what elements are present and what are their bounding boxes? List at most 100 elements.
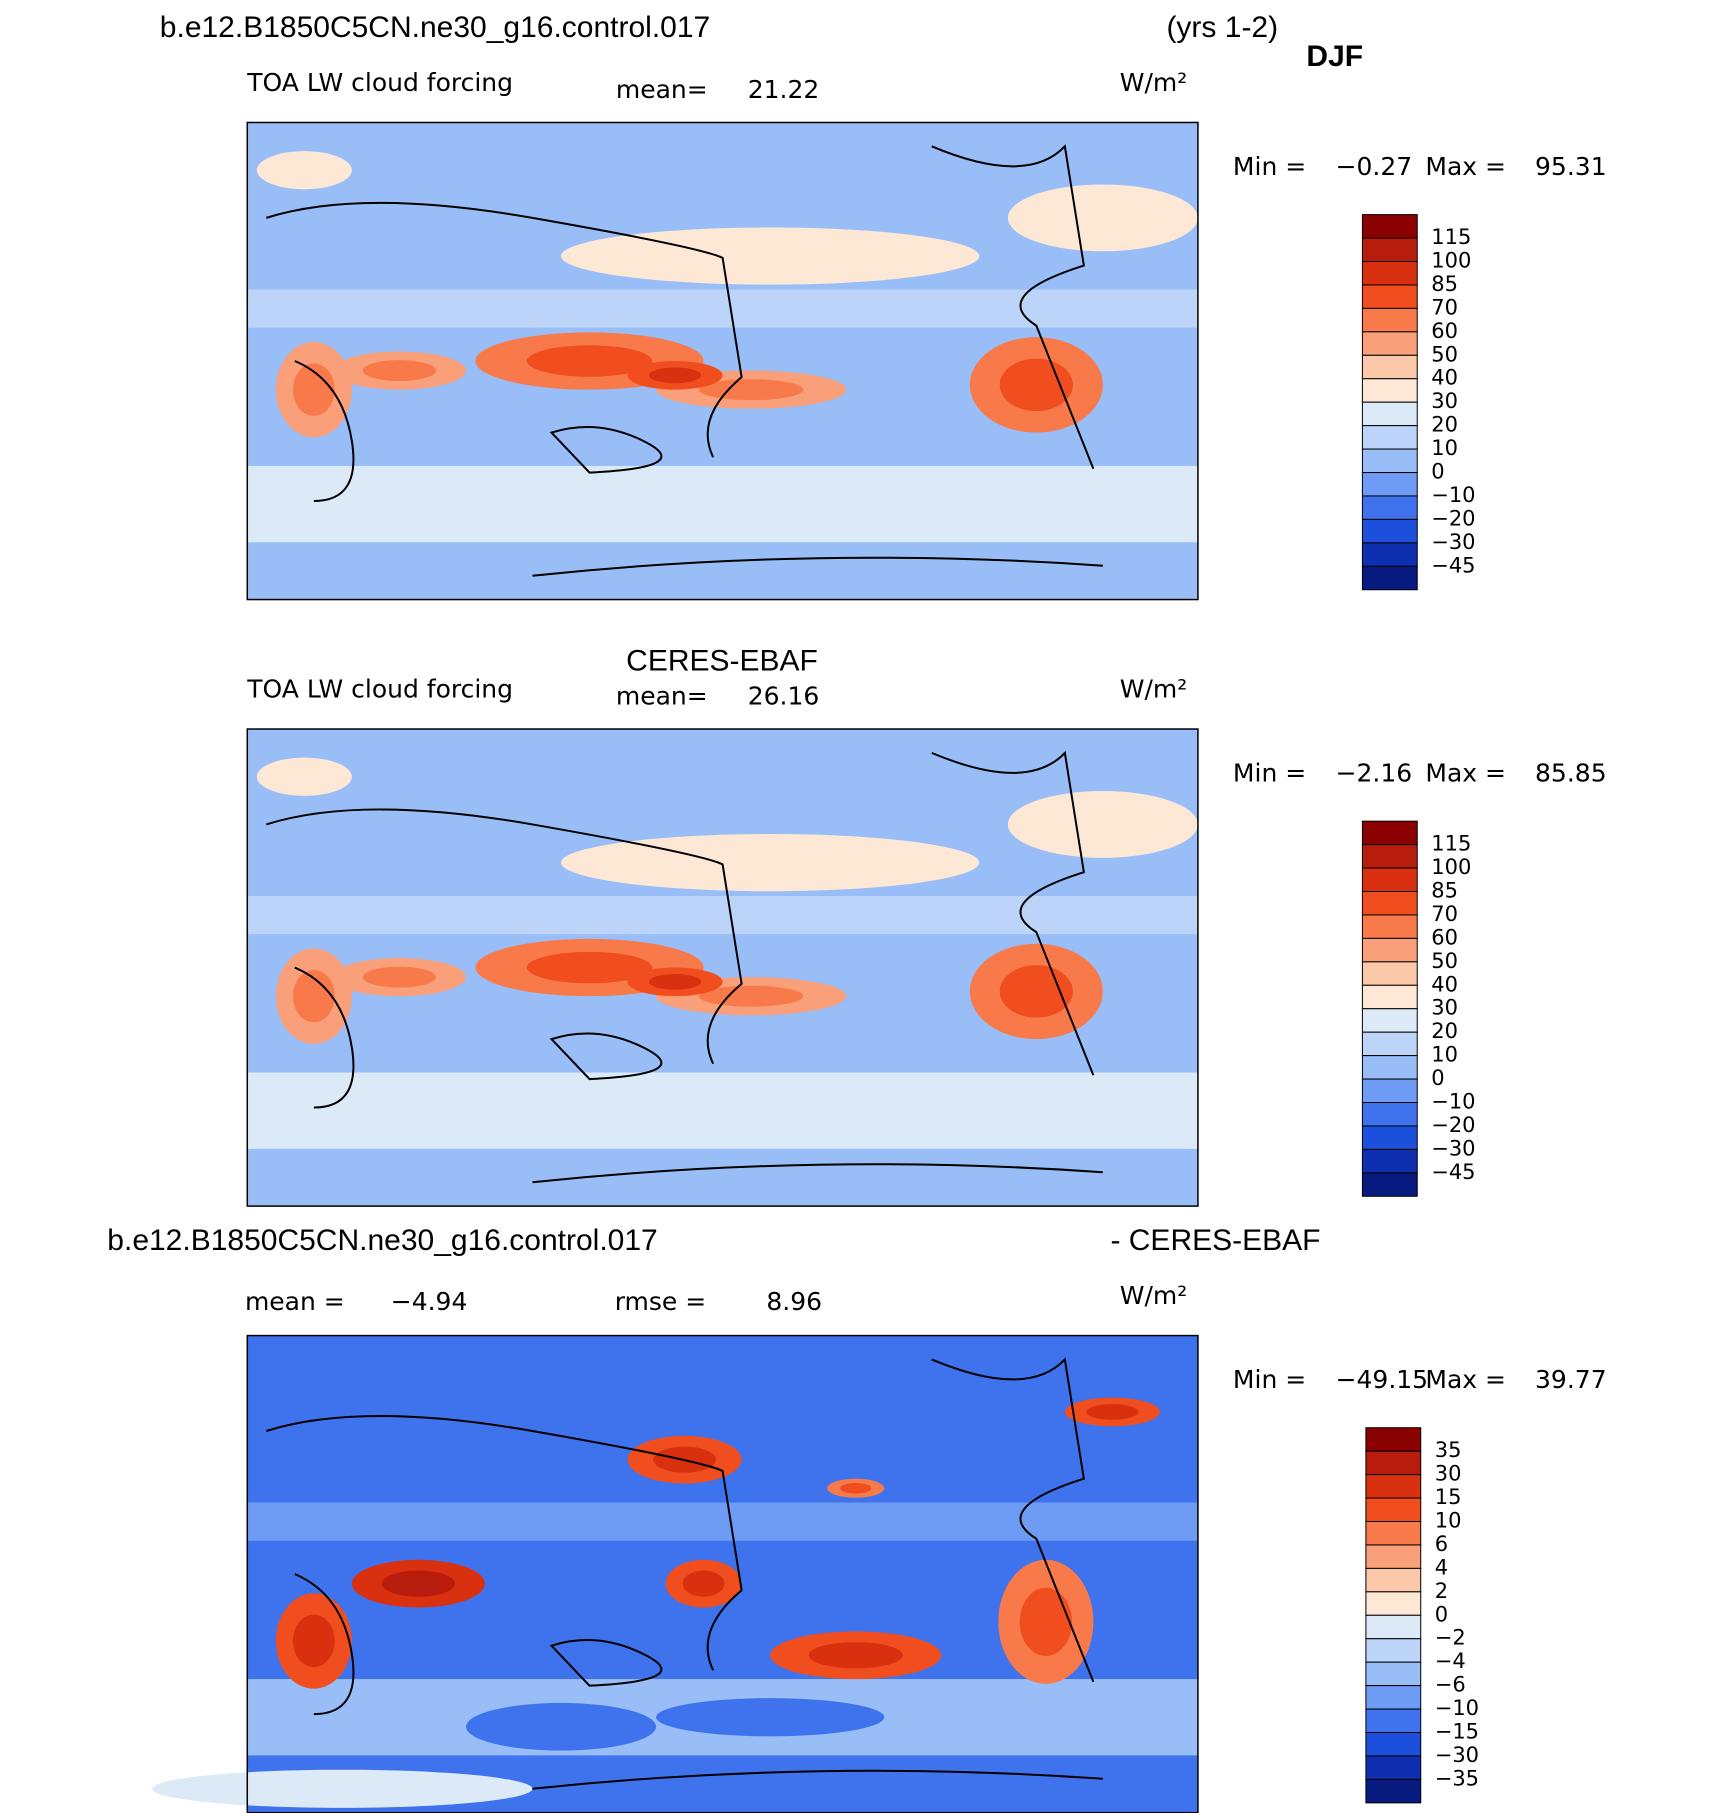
- colorbar-box: [1361, 1078, 1418, 1104]
- colorbar-label: −10: [1431, 483, 1475, 507]
- colorbar-box: [1361, 820, 1418, 846]
- map: [152, 1334, 1199, 1813]
- mean: −4.94: [391, 1287, 468, 1316]
- colorbar-box: [1361, 1172, 1418, 1197]
- min-label: Min =: [1233, 152, 1306, 181]
- colorbar-box: [1361, 914, 1418, 939]
- colorbar-label: −30: [1431, 1136, 1475, 1160]
- max: 39.77: [1535, 1365, 1607, 1394]
- colorbar-label: 115: [1431, 225, 1471, 249]
- min: −2.16: [1336, 759, 1413, 788]
- colorbar-label: 50: [1431, 949, 1458, 973]
- colorbar-box: [1361, 844, 1418, 869]
- map: [246, 121, 1199, 601]
- colorbar-box: [1361, 937, 1418, 963]
- units: W/m²: [1120, 675, 1188, 704]
- coastline: [265, 750, 1103, 1184]
- min-label: Min =: [1233, 759, 1306, 788]
- coastline: [265, 1357, 1103, 1790]
- colorbar-box: [1361, 237, 1418, 263]
- colorbar-label: −15: [1435, 1720, 1479, 1744]
- colorbar-box: [1365, 1638, 1422, 1663]
- colorbar-box: [1361, 472, 1418, 497]
- mean-label: mean =: [245, 1287, 345, 1316]
- map-region: [808, 1642, 903, 1669]
- panel-title: CERES-EBAF: [626, 644, 818, 677]
- max-label: Max =: [1425, 152, 1506, 181]
- colorbar-label: 50: [1431, 342, 1458, 366]
- colorbar-label: 100: [1431, 855, 1471, 879]
- colorbar-label: −4: [1435, 1649, 1466, 1673]
- map-region: [362, 360, 436, 382]
- rmse-label: rmse =: [615, 1287, 707, 1316]
- colorbar-label: 20: [1431, 413, 1458, 437]
- colorbar-box: [1361, 448, 1418, 474]
- colorbar-box: [1365, 1521, 1422, 1546]
- colorbar-box: [1365, 1497, 1422, 1523]
- colorbar-box: [1361, 331, 1418, 356]
- colorbar-box: [1365, 1755, 1422, 1780]
- colorbar-label: 60: [1431, 925, 1458, 949]
- colorbar-box: [1365, 1732, 1422, 1757]
- map-region: [381, 1570, 456, 1597]
- map-region: [560, 227, 980, 285]
- colorbar-label: 0: [1435, 1602, 1448, 1626]
- colorbar-box: [1361, 542, 1418, 567]
- colorbar-label: 10: [1431, 436, 1458, 460]
- colorbar-box: [1361, 565, 1418, 591]
- map-band: [247, 289, 1198, 328]
- colorbar-label: −10: [1431, 1090, 1475, 1114]
- colorbar-box: [1361, 984, 1418, 1010]
- map-region: [465, 1702, 657, 1751]
- colorbar-label: 70: [1431, 902, 1458, 926]
- case-title: b.e12.B1850C5CN.ne30_g16.control.017: [160, 11, 710, 44]
- colorbar-label: 20: [1431, 1019, 1458, 1043]
- map-band: [247, 896, 1198, 935]
- colorbar-label: −6: [1435, 1673, 1466, 1697]
- colorbar-label: 30: [1431, 996, 1458, 1020]
- colorbar-label: 85: [1431, 879, 1458, 903]
- colorbar-box: [1365, 1778, 1422, 1804]
- colorbar-label: 15: [1435, 1485, 1462, 1509]
- map-region: [840, 1482, 872, 1494]
- colorbar-box: [1361, 891, 1418, 916]
- map-region: [256, 757, 352, 796]
- colorbar-box: [1365, 1708, 1422, 1734]
- colorbar-label: −20: [1431, 506, 1475, 530]
- map-region: [656, 1698, 885, 1737]
- colorbar-box: [1365, 1450, 1422, 1476]
- max: 95.31: [1535, 152, 1607, 181]
- map-region: [1007, 184, 1198, 252]
- variable: TOA LW cloud forcing: [246, 675, 513, 704]
- colorbar-box: [1361, 284, 1418, 309]
- map-region: [1007, 791, 1198, 858]
- min-label: Min =: [1233, 1365, 1306, 1394]
- mean: 21.22: [748, 75, 820, 104]
- map-band: [247, 1072, 1198, 1149]
- colorbar-box: [1365, 1474, 1422, 1499]
- map-region: [256, 151, 352, 190]
- colorbar-label: −10: [1435, 1696, 1479, 1720]
- map-region: [999, 358, 1073, 412]
- colorbar-label: 30: [1435, 1462, 1462, 1486]
- season: DJF: [1306, 40, 1363, 73]
- rmse: 8.96: [766, 1287, 822, 1316]
- colorbar-label: 40: [1431, 972, 1458, 996]
- colorbar-label: −45: [1431, 553, 1475, 577]
- map-region: [648, 974, 702, 990]
- colorbar-box: [1365, 1567, 1422, 1593]
- map-region: [526, 345, 653, 377]
- colorbar-label: 2: [1435, 1579, 1448, 1603]
- units: W/m²: [1120, 1281, 1188, 1310]
- map-band: [247, 1502, 1198, 1541]
- colorbar-box: [1361, 1055, 1418, 1080]
- map-region: [1086, 1404, 1139, 1420]
- map-frame: [246, 728, 1199, 1207]
- colorbar-box: [1365, 1427, 1422, 1452]
- colorbar-box: [1365, 1591, 1422, 1616]
- map-region: [152, 1769, 533, 1808]
- colorbar-label: 4: [1435, 1555, 1448, 1579]
- colorbar-label: 70: [1431, 295, 1458, 319]
- map-region: [999, 965, 1073, 1018]
- map-frame: [246, 121, 1199, 601]
